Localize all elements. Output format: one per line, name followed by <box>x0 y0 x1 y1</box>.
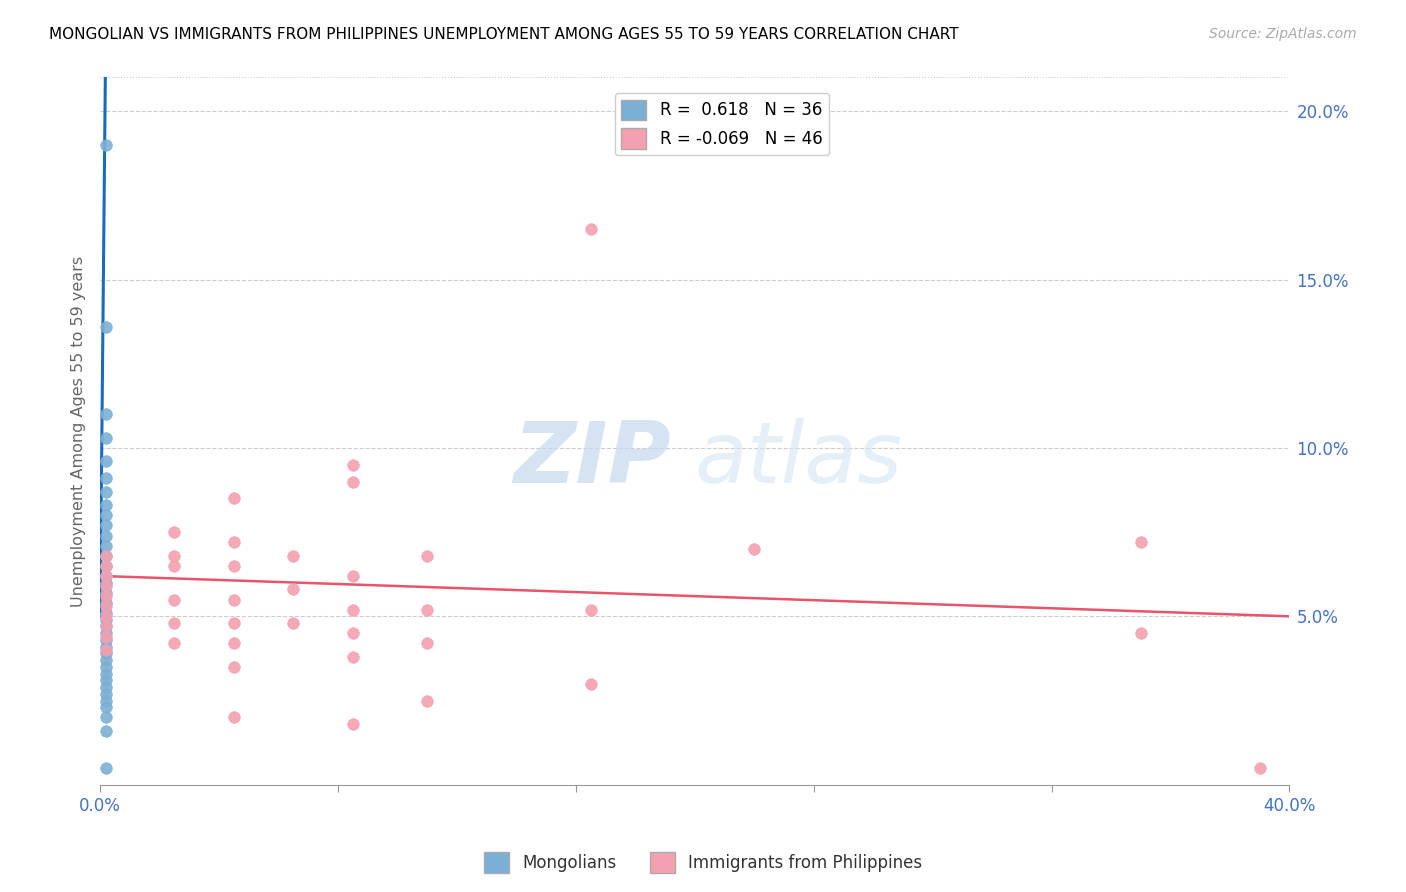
Point <box>94 619 117 633</box>
Point <box>94 484 117 499</box>
Point <box>94 680 117 694</box>
Point <box>94 596 117 610</box>
Point <box>94 498 117 512</box>
Point <box>1129 535 1152 549</box>
Point <box>94 723 117 738</box>
Point <box>342 458 364 472</box>
Point <box>94 640 117 654</box>
Point <box>163 549 186 563</box>
Point <box>94 558 117 573</box>
Point <box>94 407 117 421</box>
Point <box>342 717 364 731</box>
Point <box>94 575 117 590</box>
Point <box>94 454 117 468</box>
Point <box>163 592 186 607</box>
Point <box>94 431 117 445</box>
Legend: Mongolians, Immigrants from Philippines: Mongolians, Immigrants from Philippines <box>477 846 929 880</box>
Point <box>94 761 117 775</box>
Point <box>342 569 364 583</box>
Point <box>94 619 117 633</box>
Point <box>94 558 117 573</box>
Point <box>163 558 186 573</box>
Point <box>94 653 117 667</box>
Point <box>94 589 117 603</box>
Point <box>94 632 117 647</box>
Point <box>94 586 117 600</box>
Point <box>163 616 186 631</box>
Point <box>342 649 364 664</box>
Point <box>94 549 117 563</box>
Point <box>94 630 117 644</box>
Point <box>742 541 765 556</box>
Point <box>94 319 117 334</box>
Point <box>222 710 245 724</box>
Point <box>222 660 245 674</box>
Point <box>1129 626 1152 640</box>
Point <box>1249 761 1271 775</box>
Point <box>94 599 117 614</box>
Point <box>222 535 245 549</box>
Point <box>94 643 117 657</box>
Point <box>94 626 117 640</box>
Point <box>222 636 245 650</box>
Point <box>283 616 305 631</box>
Point <box>94 579 117 593</box>
Point <box>416 693 439 707</box>
Point <box>94 693 117 707</box>
Point <box>579 602 602 616</box>
Point <box>94 660 117 674</box>
Point <box>94 471 117 485</box>
Point <box>94 508 117 523</box>
Point <box>94 528 117 542</box>
Point <box>579 222 602 236</box>
Point <box>579 676 602 690</box>
Point <box>94 666 117 681</box>
Point <box>94 710 117 724</box>
Point <box>742 104 765 119</box>
Point <box>283 549 305 563</box>
Point <box>94 569 117 583</box>
Text: ZIP: ZIP <box>513 417 671 501</box>
Point <box>416 636 439 650</box>
Point <box>222 616 245 631</box>
Point <box>342 475 364 489</box>
Y-axis label: Unemployment Among Ages 55 to 59 years: Unemployment Among Ages 55 to 59 years <box>72 255 86 607</box>
Text: MONGOLIAN VS IMMIGRANTS FROM PHILIPPINES UNEMPLOYMENT AMONG AGES 55 TO 59 YEARS : MONGOLIAN VS IMMIGRANTS FROM PHILIPPINES… <box>49 27 959 42</box>
Point <box>94 609 117 624</box>
Point <box>283 582 305 597</box>
Point <box>222 491 245 506</box>
Text: Source: ZipAtlas.com: Source: ZipAtlas.com <box>1209 27 1357 41</box>
Legend: R =  0.618   N = 36, R = -0.069   N = 46: R = 0.618 N = 36, R = -0.069 N = 46 <box>614 93 830 155</box>
Point <box>94 549 117 563</box>
Point <box>94 673 117 688</box>
Point <box>94 700 117 714</box>
Point <box>94 518 117 533</box>
Point <box>163 636 186 650</box>
Point <box>342 602 364 616</box>
Point <box>94 687 117 701</box>
Point <box>94 606 117 620</box>
Point <box>222 558 245 573</box>
Point <box>94 569 117 583</box>
Point <box>342 626 364 640</box>
Point <box>416 549 439 563</box>
Point <box>94 539 117 553</box>
Point <box>94 137 117 152</box>
Text: atlas: atlas <box>695 417 903 501</box>
Point <box>416 602 439 616</box>
Point <box>94 613 117 627</box>
Point <box>94 647 117 661</box>
Point <box>163 525 186 540</box>
Point <box>222 592 245 607</box>
